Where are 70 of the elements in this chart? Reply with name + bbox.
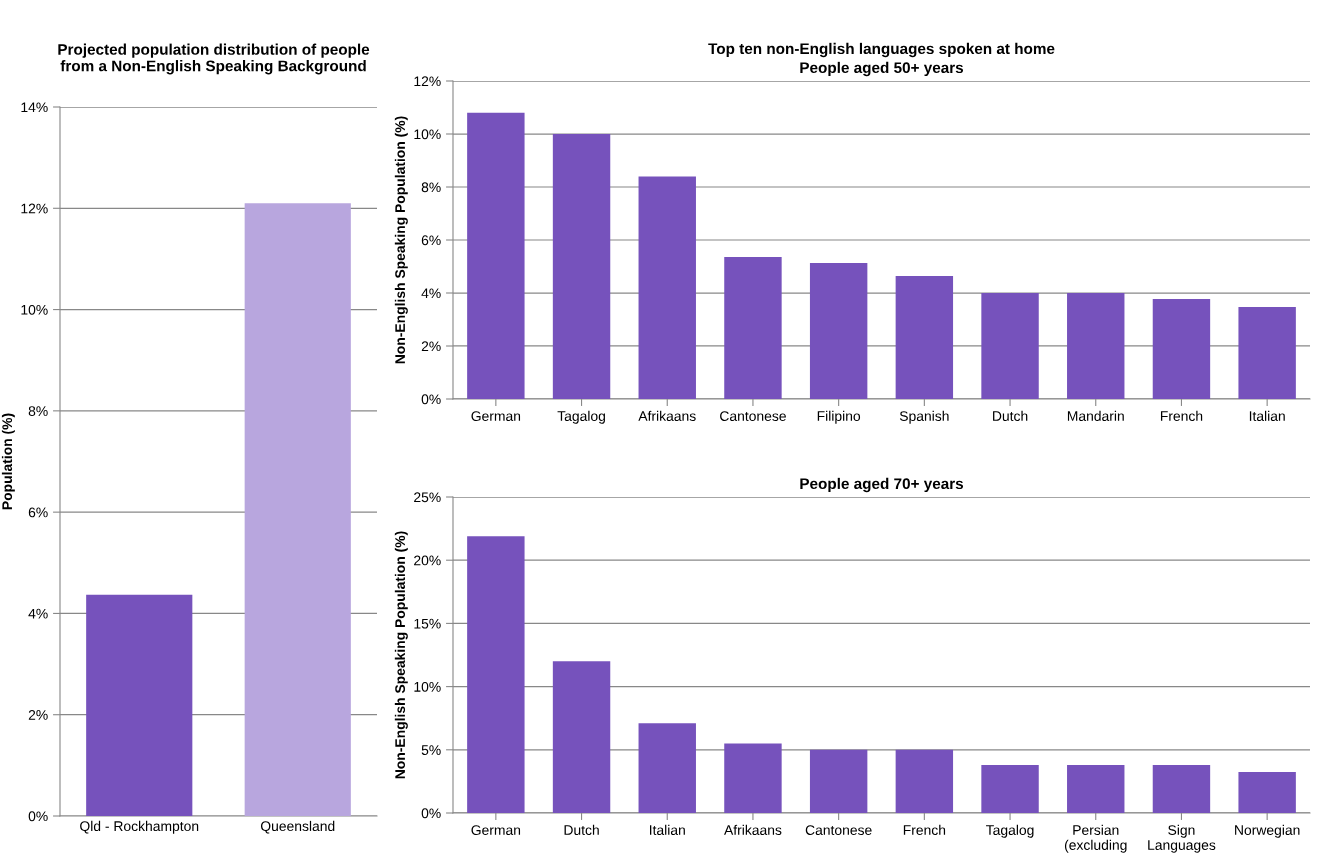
bar bbox=[981, 764, 1039, 813]
bar bbox=[1067, 293, 1125, 399]
y-tick-label: 0% bbox=[421, 394, 441, 405]
chart-subtitle: People aged 50+ years bbox=[800, 61, 964, 77]
x-tick-label: German bbox=[471, 411, 521, 422]
x-tick-label: Cantonese bbox=[720, 411, 786, 422]
bar bbox=[809, 263, 868, 399]
y-tick-label: 20% bbox=[414, 555, 441, 566]
x-tick-label: Afrikaans bbox=[724, 824, 782, 836]
bar bbox=[638, 723, 696, 813]
y-tick-label: 10% bbox=[414, 129, 441, 140]
bar bbox=[552, 661, 611, 813]
y-tick-label: 8% bbox=[28, 406, 48, 417]
bar bbox=[895, 276, 954, 399]
y-tick-label: 8% bbox=[421, 182, 441, 193]
x-tick-label: French bbox=[1160, 410, 1203, 422]
x-tick-label: Italian bbox=[1249, 410, 1285, 422]
y-tick-label: 2% bbox=[421, 341, 441, 352]
bar bbox=[1152, 299, 1211, 399]
x-tick-label: Filipino bbox=[817, 410, 861, 424]
bar bbox=[1238, 307, 1296, 399]
y-tick-label: 0% bbox=[421, 808, 441, 819]
x-tick-label: Qld - Rockhampton bbox=[80, 820, 199, 834]
x-tick-label: Norwegian bbox=[1235, 824, 1300, 838]
y-tick-label: 12% bbox=[414, 76, 441, 87]
x-tick-label: French bbox=[903, 824, 946, 836]
bar bbox=[467, 112, 525, 399]
bar bbox=[1067, 764, 1125, 813]
bar bbox=[1152, 764, 1211, 813]
bar bbox=[724, 256, 782, 399]
chart-title: Top ten non-English languages spoken at home bbox=[708, 42, 1055, 58]
bar bbox=[638, 176, 696, 399]
x-tick-label: Italian bbox=[650, 824, 685, 836]
bar bbox=[467, 536, 525, 813]
y-tick-label: 10% bbox=[21, 304, 48, 315]
x-tick-label: Dutch bbox=[993, 410, 1028, 422]
bar bbox=[981, 293, 1039, 399]
y-tick-label: 15% bbox=[414, 618, 441, 629]
x-tick-label: Tagalog bbox=[557, 410, 605, 424]
x-tick-label: Dutch bbox=[564, 824, 599, 836]
y-axis-title: Population (%) bbox=[1, 413, 15, 510]
x-tick-label: Sign Languages bbox=[1148, 824, 1216, 853]
y-tick-label: 4% bbox=[421, 288, 441, 299]
y-tick-label: 10% bbox=[414, 681, 441, 692]
y-tick-label: 6% bbox=[421, 235, 441, 246]
y-tick-label: 12% bbox=[21, 203, 48, 214]
bar bbox=[809, 749, 868, 813]
x-tick-label: Spanish bbox=[899, 410, 949, 424]
chart-title: Projected population distribution of people from a Non-English Speaking Background bbox=[58, 43, 370, 75]
y-tick-label: 5% bbox=[421, 745, 441, 755]
y-tick-label: 25% bbox=[414, 492, 441, 503]
x-tick-label: German bbox=[471, 825, 521, 836]
x-tick-label: Mandarin bbox=[1067, 410, 1124, 422]
bar bbox=[895, 749, 954, 813]
chart-subtitle: People aged 70+ years bbox=[800, 477, 964, 493]
bar bbox=[724, 743, 782, 813]
x-tick-label: Queensland bbox=[260, 820, 335, 834]
x-tick-label: Persian (excluding bbox=[1064, 824, 1127, 853]
bar bbox=[1238, 771, 1296, 813]
y-axis-title: Non-English Speaking Population (%) bbox=[394, 531, 408, 779]
bar bbox=[552, 134, 611, 399]
y-tick-label: 0% bbox=[28, 811, 48, 822]
y-tick-label: 2% bbox=[28, 710, 48, 720]
x-tick-label: Cantonese bbox=[805, 825, 872, 836]
x-tick-label: Afrikaans bbox=[638, 410, 696, 422]
y-tick-label: 6% bbox=[28, 507, 48, 518]
x-tick-label: Tagalog bbox=[986, 824, 1034, 838]
y-tick-label: 4% bbox=[28, 608, 48, 619]
y-tick-label: 14% bbox=[21, 102, 48, 113]
y-axis-title: Non-English Speaking Population (%) bbox=[394, 116, 408, 364]
